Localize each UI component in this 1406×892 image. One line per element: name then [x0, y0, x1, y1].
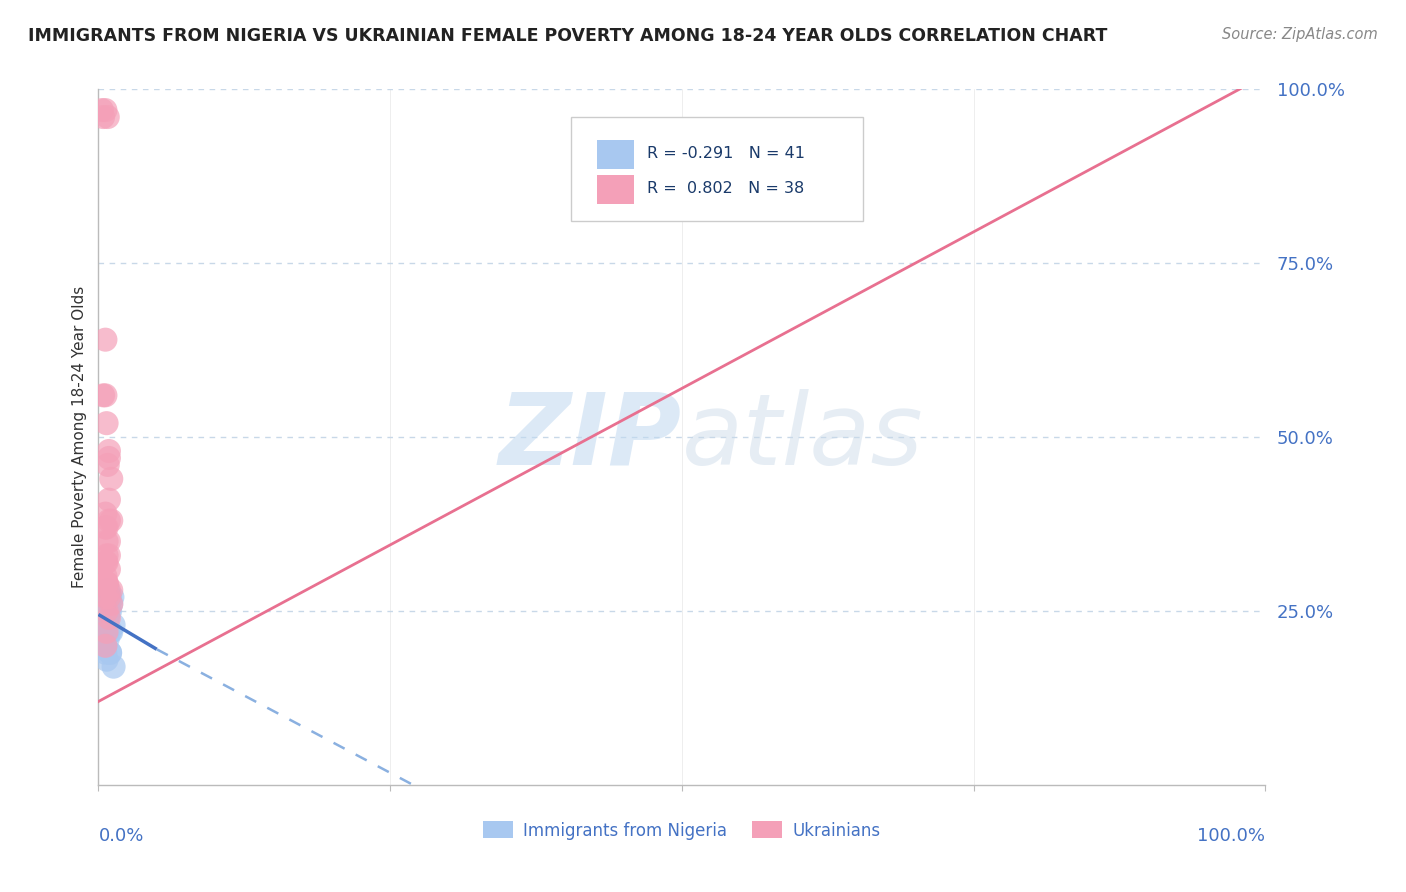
Text: 0.0%: 0.0%	[98, 827, 143, 845]
Text: Source: ZipAtlas.com: Source: ZipAtlas.com	[1222, 27, 1378, 42]
Point	[96, 576, 118, 591]
Point	[91, 604, 114, 618]
Point	[96, 597, 118, 611]
Point	[93, 590, 115, 604]
Point	[93, 611, 115, 625]
Point	[90, 618, 112, 632]
Point	[98, 646, 121, 660]
Point	[93, 597, 115, 611]
Point	[94, 646, 117, 660]
Point	[94, 388, 117, 402]
Point	[100, 514, 122, 528]
Point	[91, 624, 114, 639]
Point	[90, 611, 112, 625]
Point	[97, 611, 120, 625]
Point	[90, 624, 112, 639]
Point	[94, 618, 117, 632]
Point	[103, 618, 125, 632]
Point	[98, 604, 121, 618]
Point	[93, 624, 115, 639]
Point	[100, 597, 122, 611]
Point	[94, 639, 117, 653]
Y-axis label: Female Poverty Among 18-24 Year Olds: Female Poverty Among 18-24 Year Olds	[72, 286, 87, 588]
Point	[100, 597, 122, 611]
Point	[93, 624, 115, 639]
Point	[94, 618, 117, 632]
Point	[93, 611, 115, 625]
Point	[97, 590, 120, 604]
Point	[96, 653, 118, 667]
Point	[91, 604, 114, 618]
Point	[94, 569, 117, 583]
Point	[97, 624, 120, 639]
Point	[97, 534, 120, 549]
Point	[94, 333, 117, 347]
Point	[101, 590, 124, 604]
Point	[96, 576, 118, 591]
Point	[96, 611, 118, 625]
Point	[97, 583, 120, 598]
FancyBboxPatch shape	[596, 140, 634, 169]
Point	[98, 624, 121, 639]
Point	[97, 618, 120, 632]
Point	[94, 507, 117, 521]
Point	[97, 514, 120, 528]
Point	[96, 604, 118, 618]
Point	[98, 590, 121, 604]
Point	[96, 624, 118, 639]
Point	[90, 103, 112, 117]
Point	[96, 611, 118, 625]
Point	[97, 632, 120, 646]
Point	[97, 549, 120, 563]
Point	[100, 624, 122, 639]
FancyBboxPatch shape	[571, 117, 863, 221]
Point	[96, 555, 118, 569]
Point	[97, 604, 120, 618]
Point	[98, 646, 121, 660]
Point	[97, 492, 120, 507]
Point	[97, 611, 120, 625]
Point	[97, 444, 120, 458]
Point	[96, 576, 118, 591]
Point	[96, 549, 118, 563]
Point	[94, 520, 117, 534]
Point	[103, 659, 125, 673]
Point	[94, 639, 117, 653]
Point	[96, 534, 118, 549]
Point	[100, 472, 122, 486]
Text: IMMIGRANTS FROM NIGERIA VS UKRAINIAN FEMALE POVERTY AMONG 18-24 YEAR OLDS CORREL: IMMIGRANTS FROM NIGERIA VS UKRAINIAN FEM…	[28, 27, 1108, 45]
Point	[96, 416, 118, 430]
Point	[94, 103, 117, 117]
Point	[97, 611, 120, 625]
Text: R =  0.802   N = 38: R = 0.802 N = 38	[647, 181, 804, 196]
Point	[97, 450, 120, 465]
Point	[90, 604, 112, 618]
Text: ZIP: ZIP	[499, 389, 682, 485]
Point	[100, 583, 122, 598]
Point	[94, 590, 117, 604]
Point	[97, 583, 120, 598]
Point	[97, 110, 120, 124]
Point	[91, 388, 114, 402]
Point	[94, 611, 117, 625]
Point	[91, 604, 114, 618]
FancyBboxPatch shape	[596, 175, 634, 204]
Point	[96, 520, 118, 534]
Text: R = -0.291   N = 41: R = -0.291 N = 41	[647, 146, 804, 161]
Point	[97, 562, 120, 576]
Legend: Immigrants from Nigeria, Ukrainians: Immigrants from Nigeria, Ukrainians	[477, 814, 887, 847]
Text: atlas: atlas	[682, 389, 924, 485]
Point	[94, 555, 117, 569]
Text: 100.0%: 100.0%	[1198, 827, 1265, 845]
Point	[94, 590, 117, 604]
Point	[91, 110, 114, 124]
Point	[97, 458, 120, 472]
